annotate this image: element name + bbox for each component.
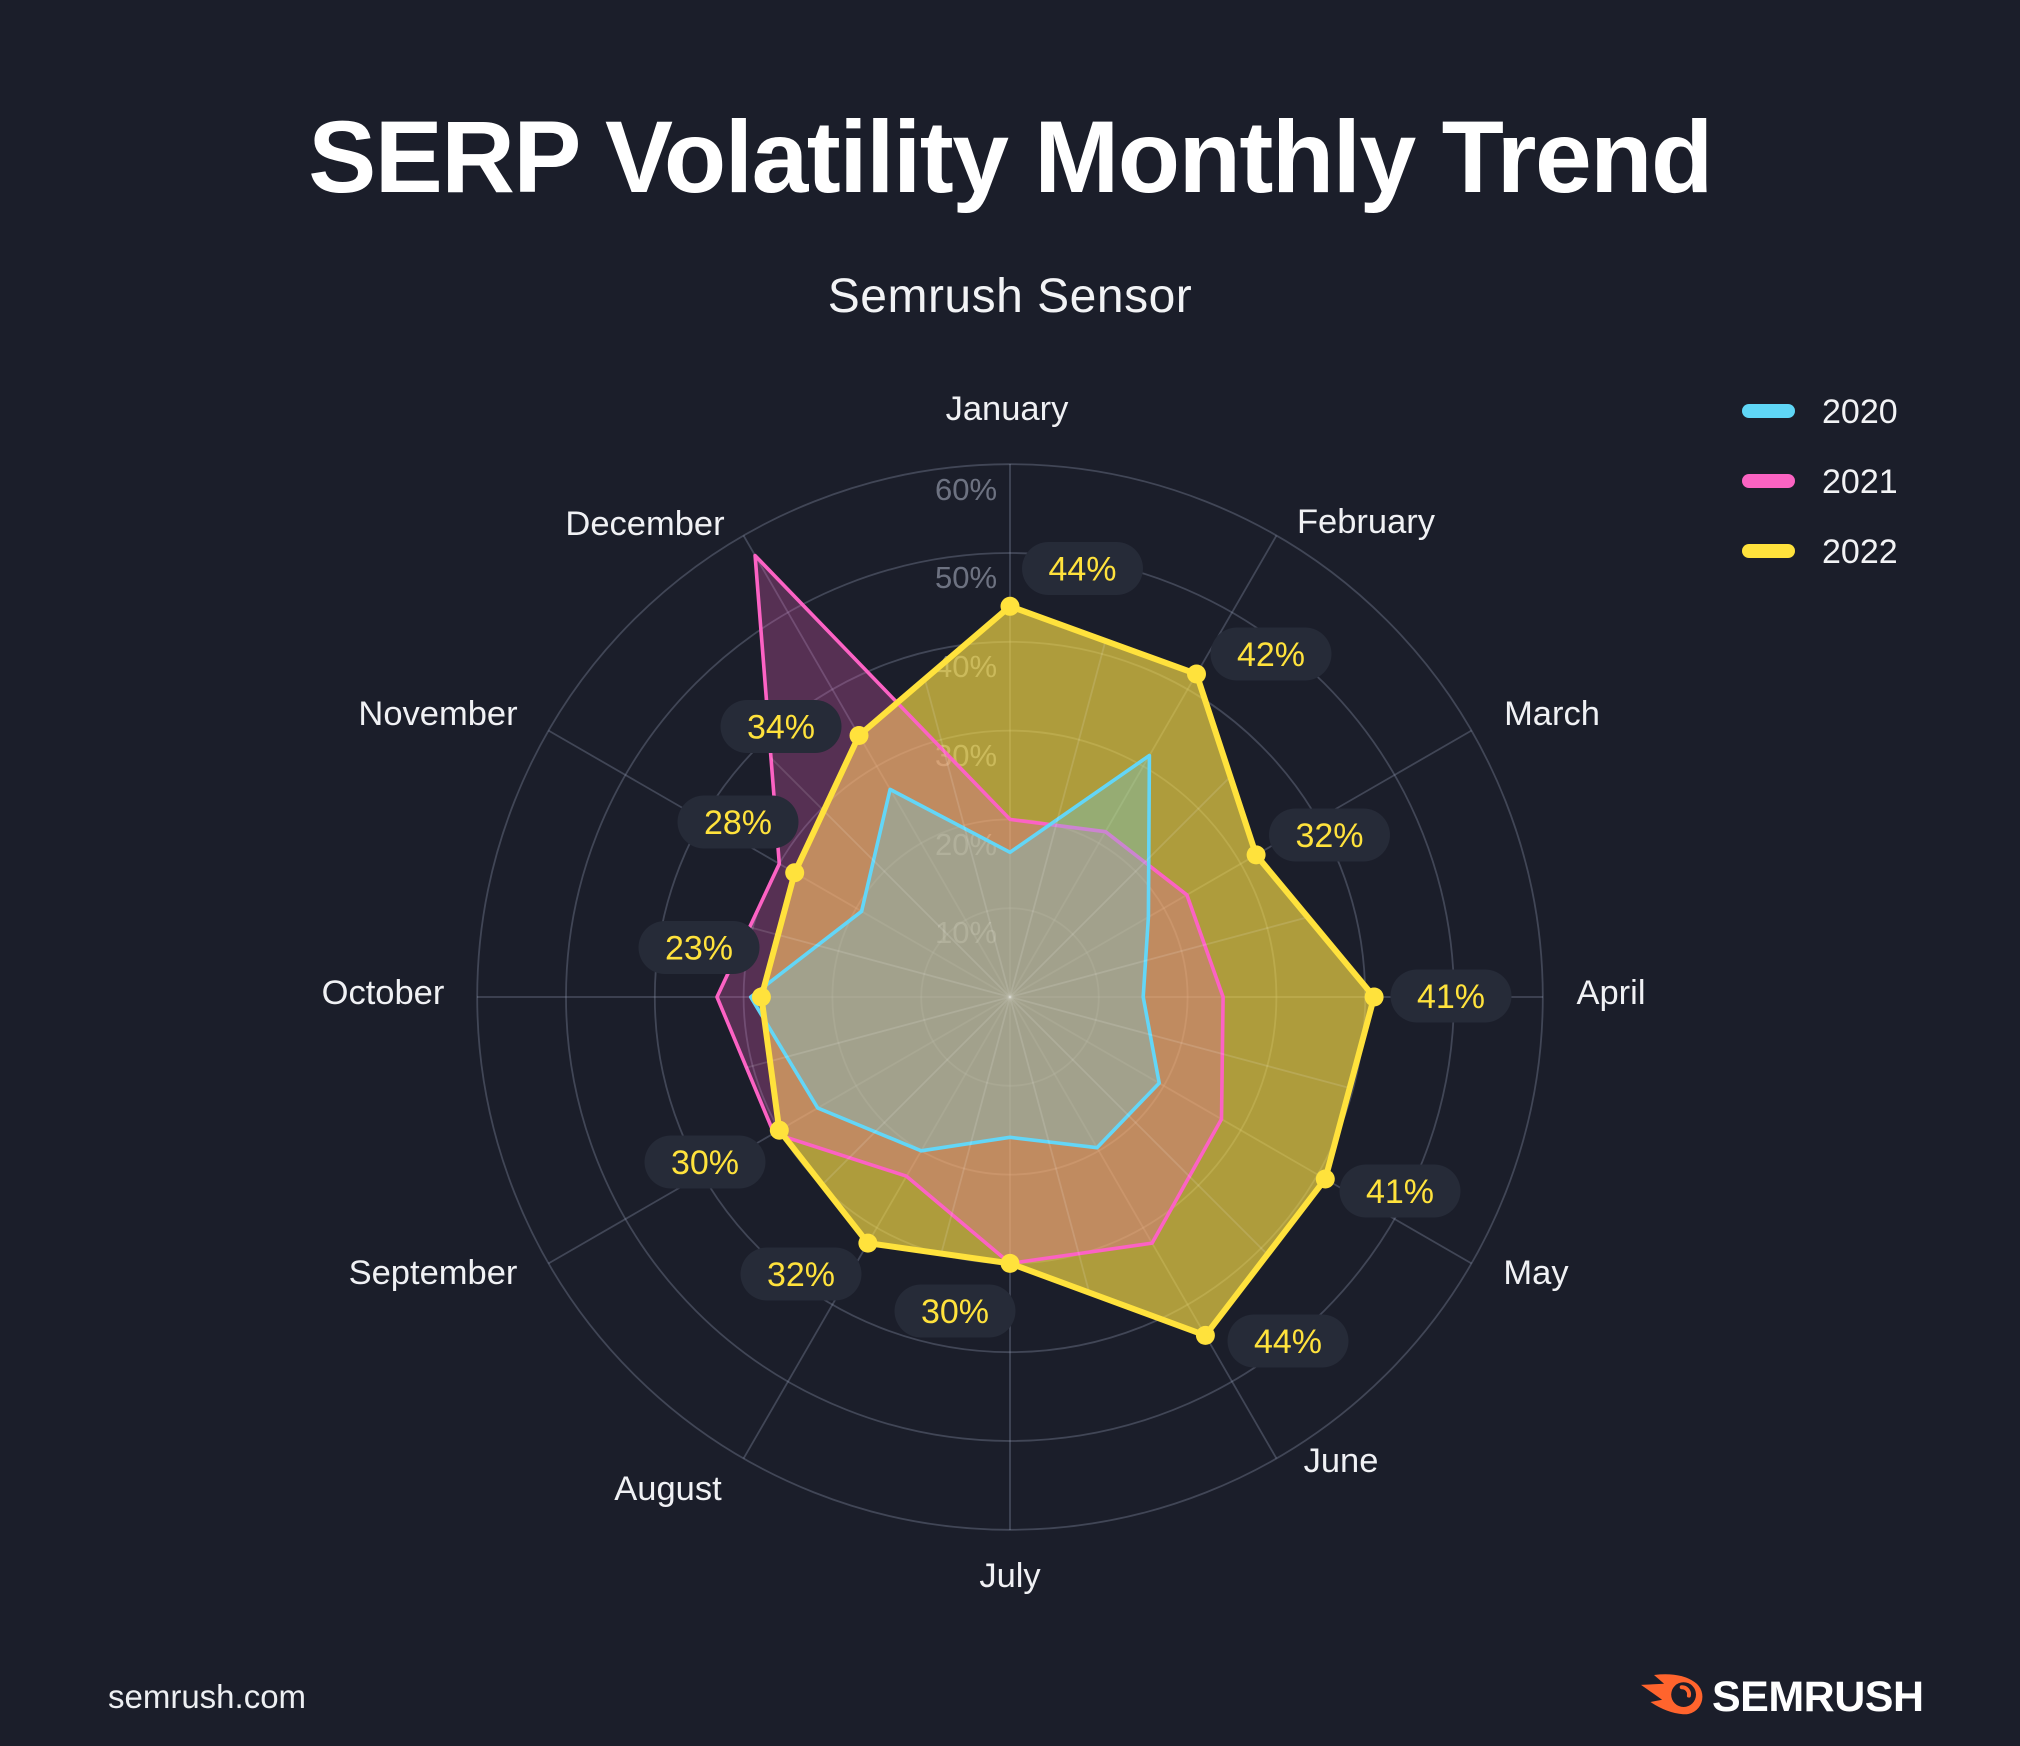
svg-text:February: February — [1297, 503, 1436, 541]
svg-text:July: July — [979, 1557, 1041, 1595]
svg-text:August: August — [614, 1470, 722, 1508]
svg-text:44%: 44% — [1048, 551, 1116, 589]
svg-text:32%: 32% — [1295, 817, 1363, 855]
svg-text:41%: 41% — [1417, 978, 1485, 1016]
svg-text:34%: 34% — [747, 709, 815, 747]
svg-text:42%: 42% — [1237, 636, 1305, 674]
svg-text:October: October — [322, 974, 445, 1012]
svg-text:32%: 32% — [767, 1256, 835, 1294]
svg-text:60%: 60% — [935, 472, 997, 507]
svg-text:30%: 30% — [921, 1293, 989, 1331]
svg-text:January: January — [946, 390, 1069, 428]
svg-text:41%: 41% — [1366, 1173, 1434, 1211]
svg-text:May: May — [1503, 1254, 1569, 1292]
svg-text:December: December — [565, 505, 724, 543]
svg-text:28%: 28% — [704, 804, 772, 842]
svg-text:June: June — [1304, 1442, 1379, 1480]
svg-text:September: September — [349, 1254, 518, 1292]
svg-text:50%: 50% — [935, 560, 997, 595]
svg-text:44%: 44% — [1254, 1323, 1322, 1361]
svg-text:November: November — [358, 695, 517, 733]
svg-text:30%: 30% — [671, 1144, 739, 1182]
svg-text:March: March — [1504, 695, 1600, 733]
svg-text:SEMRUSH: SEMRUSH — [1712, 1673, 1924, 1721]
svg-text:April: April — [1576, 974, 1645, 1012]
svg-text:23%: 23% — [665, 930, 733, 968]
